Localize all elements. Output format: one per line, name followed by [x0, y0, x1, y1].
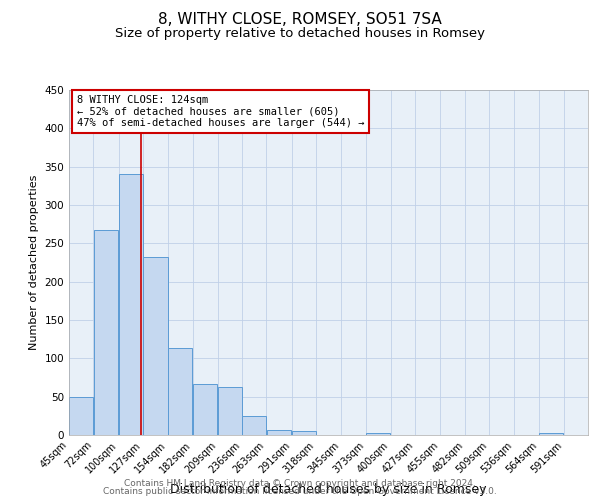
Text: 8, WITHY CLOSE, ROMSEY, SO51 7SA: 8, WITHY CLOSE, ROMSEY, SO51 7SA	[158, 12, 442, 28]
Bar	[193, 384, 217, 435]
Bar	[94, 230, 118, 435]
Y-axis label: Number of detached properties: Number of detached properties	[29, 175, 39, 350]
Bar	[218, 388, 242, 435]
Text: Size of property relative to detached houses in Romsey: Size of property relative to detached ho…	[115, 28, 485, 40]
Bar	[366, 434, 391, 435]
Bar	[69, 396, 94, 435]
Text: Contains public sector information licensed under the Open Government Licence v3: Contains public sector information licen…	[103, 487, 497, 496]
Bar	[242, 416, 266, 435]
Bar	[119, 174, 143, 435]
Bar	[143, 257, 167, 435]
Bar	[539, 432, 563, 435]
Bar	[168, 348, 192, 435]
X-axis label: Distribution of detached houses by size in Romsey: Distribution of detached houses by size …	[170, 483, 487, 496]
Bar	[292, 431, 316, 435]
Text: 8 WITHY CLOSE: 124sqm
← 52% of detached houses are smaller (605)
47% of semi-det: 8 WITHY CLOSE: 124sqm ← 52% of detached …	[77, 95, 364, 128]
Text: Contains HM Land Registry data © Crown copyright and database right 2024.: Contains HM Land Registry data © Crown c…	[124, 478, 476, 488]
Bar	[266, 430, 291, 435]
